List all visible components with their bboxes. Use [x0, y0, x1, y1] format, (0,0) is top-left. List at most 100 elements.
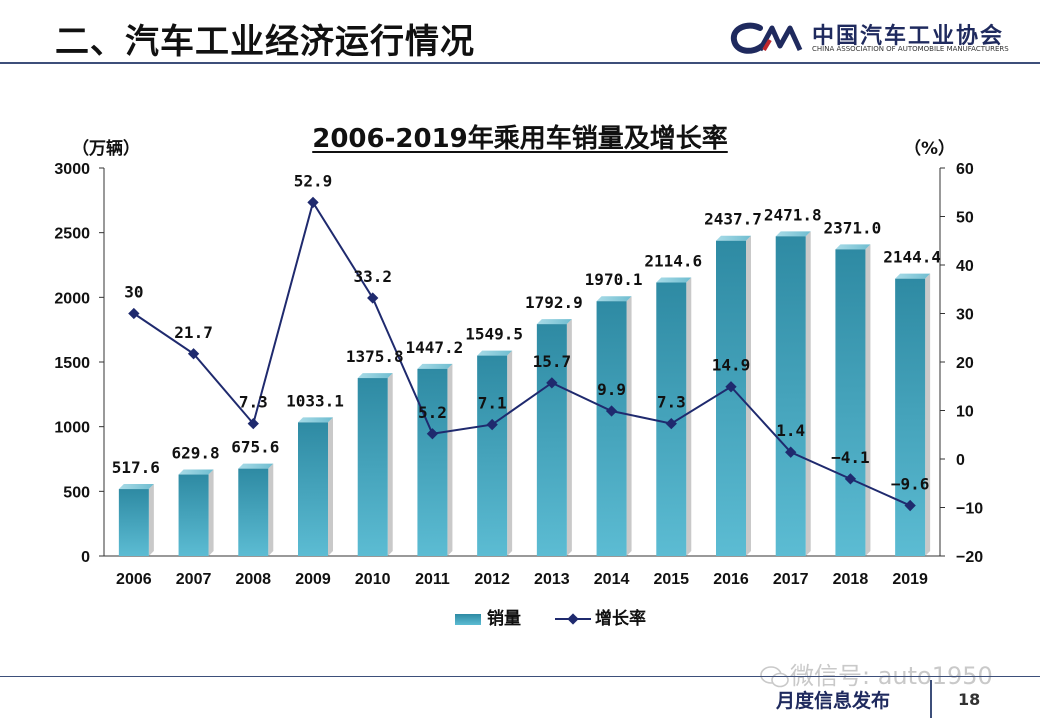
growth-value-label: 9.9 [597, 380, 626, 399]
x-tick-label: 2009 [295, 571, 331, 588]
growth-point [128, 307, 140, 320]
bar [895, 278, 926, 556]
growth-line [133, 199, 911, 507]
bar-shadow [566, 319, 572, 556]
x-tick-label: 2016 [713, 571, 749, 588]
growth-point [904, 499, 916, 512]
bar-value-label: 2471.8 [764, 205, 822, 224]
growth-value-label: 21.7 [174, 323, 213, 342]
bar-value-label: 1792.9 [525, 293, 583, 312]
bar-top [417, 363, 453, 369]
x-tick-label: 2006 [116, 571, 152, 588]
left-tick-label: 500 [63, 484, 90, 501]
right-tick-label: 60 [956, 161, 974, 178]
footer-separator [930, 680, 932, 718]
x-tick-label: 2018 [833, 571, 869, 588]
footer-label: 月度信息发布 [776, 690, 891, 712]
org-name-en: CHINA ASSOCIATION OF AUTOMOBILE MANUFACT… [812, 45, 1009, 53]
bar-top [477, 350, 513, 356]
left-tick-label: 0 [81, 549, 90, 566]
left-axis-unit: （万辆） [72, 139, 140, 159]
bar-top [238, 463, 274, 469]
bar-shadow [865, 244, 871, 557]
bar-value-label: 1033.1 [286, 391, 344, 410]
wechat-icon [760, 666, 789, 688]
bar-value-label: 675.6 [231, 438, 279, 457]
right-tick-label: 50 [956, 210, 974, 227]
bar [775, 236, 806, 556]
left-tick-label: 2000 [54, 290, 90, 307]
growth-point [785, 446, 797, 458]
growth-value-label: 30 [124, 283, 143, 302]
right-axis-unit: （%） [904, 139, 956, 159]
bar-value-label: 2437.7 [704, 210, 762, 229]
growth-value-label: 5.2 [418, 403, 447, 422]
bar-shadow [507, 350, 513, 556]
bar-top [178, 469, 214, 475]
bar [298, 422, 328, 556]
bar-shadow [447, 363, 453, 556]
bar-value-label: 517.6 [112, 458, 160, 477]
growth-point [307, 196, 319, 209]
bar-top [656, 277, 692, 283]
right-tick-label: 30 [956, 307, 974, 324]
growth-value-label: 14.9 [712, 356, 751, 375]
bar-top [835, 244, 871, 250]
right-tick-label: −10 [956, 501, 983, 518]
legend-line-swatch [555, 613, 591, 625]
bar-top [536, 319, 572, 325]
bar-value-label: 1549.5 [465, 325, 523, 344]
bar-top [596, 296, 632, 302]
growth-point [486, 418, 498, 431]
bar-value-label: 1447.2 [406, 338, 464, 357]
legend-label-growth: 增长率 [595, 609, 646, 629]
bar [417, 368, 448, 556]
growth-value-label: −9.6 [891, 475, 930, 494]
bar-value-label: 1970.1 [585, 270, 643, 289]
x-tick-label: 2008 [235, 571, 271, 588]
header-divider [0, 62, 1040, 64]
legend-item-growth: 增长率 [555, 604, 646, 629]
left-tick-label: 3000 [54, 161, 90, 178]
bar-top [716, 235, 751, 241]
bar-top [775, 231, 811, 237]
right-tick-label: −20 [956, 549, 983, 566]
bar [477, 355, 508, 556]
growth-point [187, 348, 200, 360]
bar [596, 301, 627, 556]
growth-value-label: 15.7 [533, 352, 572, 371]
growth-value-label: 33.2 [353, 267, 392, 286]
growth-point [844, 473, 857, 485]
bar-value-label: 2114.6 [644, 252, 702, 271]
bar-shadow [805, 231, 811, 556]
bar-value-label: 2144.4 [883, 248, 941, 267]
right-tick-label: 10 [956, 404, 974, 421]
bar-shadow [686, 277, 692, 556]
bar-shadow [387, 373, 393, 556]
right-tick-label: 0 [956, 452, 965, 469]
growth-value-label: 1.4 [776, 421, 805, 440]
bar-shadow [208, 469, 214, 556]
bar [118, 489, 149, 556]
bar-shadow [268, 463, 274, 556]
x-tick-label: 2010 [355, 571, 391, 588]
left-tick-label: 1000 [54, 420, 90, 437]
chart-title: 2006-2019年乘用车销量及增长率 [312, 124, 728, 154]
org-name-cn: 中国汽车工业协会 [812, 24, 1005, 49]
growth-value-label: 52.9 [294, 171, 333, 190]
legend-label-sales: 销量 [487, 609, 521, 629]
bar-top [118, 484, 154, 490]
x-tick-label: 2017 [773, 571, 809, 588]
bar-shadow [746, 235, 751, 557]
bar-top [298, 417, 333, 423]
growth-value-label: −4.1 [831, 448, 870, 467]
bar-shadow [925, 273, 931, 556]
growth-point [367, 292, 379, 304]
legend-item-sales: 销量 [455, 604, 521, 629]
left-tick-label: 1500 [54, 355, 90, 372]
bar-value-label: 629.8 [171, 444, 219, 463]
growth-point [665, 417, 677, 430]
growth-point [426, 428, 439, 440]
left-tick-label: 2500 [54, 226, 90, 243]
